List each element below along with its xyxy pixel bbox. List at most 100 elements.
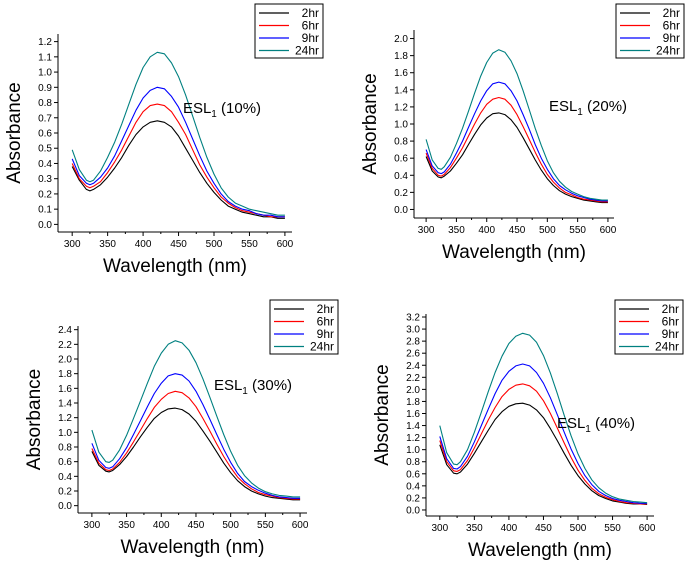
- y-axis-title: Absorbance: [360, 73, 381, 174]
- x-tick-label: 300: [431, 523, 448, 534]
- annotation-subscript: 1: [577, 107, 583, 118]
- annotation-subscript: 1: [211, 109, 217, 120]
- annotation-subscript: 1: [585, 424, 591, 435]
- annotation-main: ESL: [557, 415, 585, 432]
- x-tick-label: 500: [570, 523, 587, 534]
- annotation-percent: (30%): [248, 377, 292, 394]
- chart-panel-20-percent: 300 350 400 450 500 550 600 0.0 0.2 0.4 0.6 0.8 1.0 1…: [360, 3, 685, 263]
- y-axis-title: Absorbance: [372, 364, 393, 465]
- y-tick-label: 0.0: [394, 205, 408, 216]
- series-line-9hr: [91, 373, 301, 499]
- legend-label-2hr: 2hr: [317, 302, 334, 316]
- legend-label-2hr: 2hr: [662, 302, 679, 316]
- x-tick-label: 400: [501, 523, 518, 534]
- y-tick-label: 0.8: [58, 443, 72, 454]
- series-line-24hr: [425, 49, 608, 201]
- x-tick-label: 350: [118, 520, 135, 531]
- y-tick-label: 0.1: [38, 205, 52, 216]
- series-line-6hr: [425, 96, 608, 203]
- y-tick-label: 0.8: [38, 98, 52, 109]
- x-tick-label: 400: [153, 520, 170, 531]
- x-axis-title: Wavelength (nm): [468, 540, 612, 561]
- series-line-9hr: [425, 81, 608, 202]
- y-tick-label: 1.2: [38, 37, 52, 48]
- legend-label-9hr: 9hr: [663, 31, 680, 45]
- y-tick-label: 0.4: [58, 472, 72, 483]
- series-line-9hr: [439, 363, 648, 504]
- x-tick-label: 450: [509, 225, 526, 236]
- legend-label-24hr: 24hr: [656, 44, 680, 58]
- y-tick-label: 0.6: [394, 154, 408, 165]
- x-tick-label: 300: [84, 520, 101, 531]
- chart-panel-40-percent: 300 350 400 450 500 550 6000.00.20.40.60.81.01…: [372, 299, 684, 561]
- x-tick-label: 450: [170, 239, 187, 250]
- concentration-annotation: ESL1 (10%): [183, 100, 261, 120]
- y-tick-label: 2.2: [406, 373, 420, 384]
- x-tick-label: 450: [535, 523, 552, 534]
- annotation-percent: (40%): [591, 415, 635, 432]
- annotation-subscript: 1: [242, 386, 248, 397]
- legend-label-9hr: 9hr: [317, 327, 334, 341]
- series-line-24hr: [71, 51, 285, 216]
- legend-label-2hr: 2hr: [663, 6, 680, 20]
- y-tick-label: 2.4: [406, 361, 420, 372]
- y-tick-label: 1.0: [406, 445, 420, 456]
- y-tick-label: 2.0: [394, 34, 408, 45]
- y-tick-label: 1.0: [38, 68, 52, 79]
- legend-label-9hr: 9hr: [302, 31, 319, 45]
- y-axis-title: Absorbance: [4, 82, 25, 183]
- x-axis-title: Wavelength (nm): [442, 242, 586, 263]
- legend-label-6hr: 6hr: [302, 19, 319, 33]
- chart-panel-30-percent: 300 350 400 450 500 550 600 0.0 0.2 0.4 0.6 0.8 1.0 1…: [24, 299, 339, 558]
- y-tick-label: 2.6: [406, 349, 420, 360]
- series-line-6hr: [439, 383, 648, 505]
- x-tick-label: 550: [257, 520, 274, 531]
- annotation-percent: (20%): [583, 98, 627, 115]
- x-tick-label: 350: [99, 239, 116, 250]
- y-tick-label: 0.6: [58, 457, 72, 468]
- y-tick-label: 0.2: [406, 493, 420, 504]
- y-tick-label: 0.4: [394, 171, 408, 182]
- series-line-2hr: [91, 407, 301, 501]
- x-tick-label: 400: [478, 225, 495, 236]
- y-tick-label: 1.6: [58, 384, 72, 395]
- annotation-main: ESL: [183, 100, 211, 117]
- annotation-main: ESL: [214, 377, 242, 394]
- series-line-2hr: [425, 112, 608, 204]
- series-line-24hr: [439, 332, 648, 504]
- y-tick-label: 0.5: [38, 144, 52, 155]
- y-tick-label: 1.4: [406, 421, 420, 432]
- y-tick-label: 0.3: [38, 174, 52, 185]
- x-tick-label: 500: [206, 239, 223, 250]
- y-tick-label: 1.0: [58, 428, 72, 439]
- legend-label-24hr: 24hr: [310, 340, 334, 354]
- y-tick-label: 0.6: [38, 129, 52, 140]
- series-line-6hr: [71, 103, 285, 218]
- y-tick-label: 1.4: [394, 85, 408, 96]
- y-tick-label: 2.2: [58, 340, 72, 351]
- y-tick-label: 1.6: [394, 68, 408, 79]
- y-tick-label: 1.8: [406, 397, 420, 408]
- y-tick-label: 1.6: [406, 409, 420, 420]
- y-tick-label: 1.8: [394, 51, 408, 62]
- y-tick-label: 0.2: [394, 188, 408, 199]
- y-tick-label: 1.2: [394, 102, 408, 113]
- legend-label-9hr: 9hr: [662, 327, 679, 341]
- annotation-main: ESL: [549, 98, 577, 115]
- x-tick-label: 500: [222, 520, 239, 531]
- y-tick-label: 2.0: [58, 355, 72, 366]
- x-tick-label: 300: [64, 239, 81, 250]
- y-tick-label: 0.0: [406, 505, 420, 516]
- x-axis-title: Wavelength (nm): [121, 537, 265, 558]
- legend-label-24hr: 24hr: [295, 44, 319, 58]
- y-tick-label: 0.8: [394, 137, 408, 148]
- y-tick-label: 0.9: [38, 83, 52, 94]
- y-tick-label: 1.8: [58, 369, 72, 380]
- concentration-annotation: ESL1 (30%): [214, 377, 292, 397]
- legend-label-6hr: 6hr: [317, 315, 334, 329]
- y-tick-label: 3.0: [406, 325, 420, 336]
- x-tick-label: 350: [448, 225, 465, 236]
- annotation-percent: (10%): [217, 100, 261, 117]
- series-line-9hr: [71, 86, 285, 218]
